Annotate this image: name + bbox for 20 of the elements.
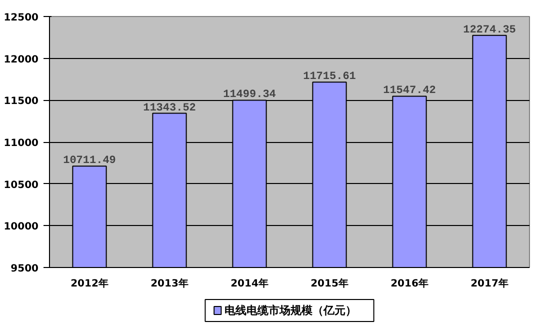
y-tick-label: 12500 [4,12,39,24]
data-label: 11343.52 [143,102,196,114]
y-tick-label: 10500 [4,180,39,191]
y-tick-label: 11500 [4,96,39,108]
y-tick-label: 10000 [4,222,39,233]
data-label: 12274.35 [463,24,516,36]
data-label: 11715.61 [303,71,356,84]
x-tick-label: 2015年 [310,278,348,290]
x-tick-label: 2016年 [390,278,428,290]
data-label: 11499.34 [223,89,276,102]
y-tick-label: 9500 [10,264,39,274]
y-tick-label: 11000 [4,138,39,149]
data-label: 10711.49 [63,155,116,168]
x-tick-label: 2013年 [150,278,188,290]
data-label: 11547.42 [383,85,436,98]
legend-label: 电线电缆市场规模（亿元） [224,304,357,317]
x-tick-label: 2014年 [230,278,268,290]
x-tick-label: 2017年 [470,278,508,290]
y-tick-label: 12000 [4,54,39,66]
x-tick-label: 2012年 [70,278,108,290]
